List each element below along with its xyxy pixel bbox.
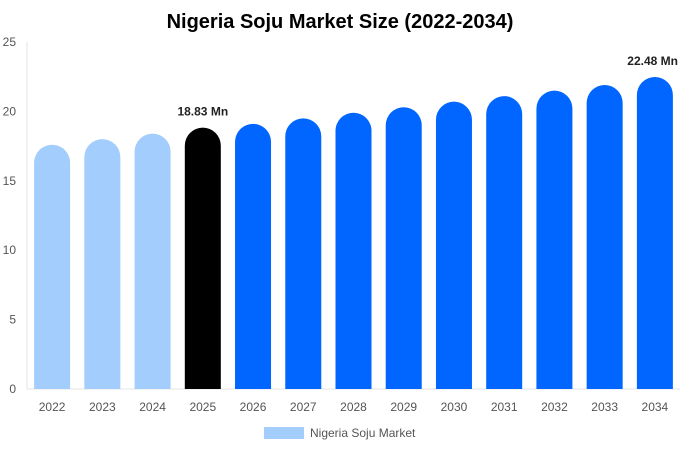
- x-tick-label: 2032: [541, 400, 568, 414]
- bar-2034[interactable]: [636, 76, 673, 390]
- bar-2023[interactable]: [84, 139, 121, 389]
- bar-2022[interactable]: [34, 144, 71, 389]
- y-tick-label: 15: [3, 174, 17, 188]
- x-tick-label: 2025: [189, 400, 216, 414]
- bar-2027[interactable]: [285, 118, 322, 389]
- x-tick-label: 2022: [39, 400, 66, 414]
- x-tick-label: 2030: [441, 400, 468, 414]
- data-label: 18.83 Mn: [177, 105, 228, 119]
- legend-label: Nigeria Soju Market: [310, 426, 416, 440]
- bar-2029[interactable]: [385, 107, 422, 389]
- bar-2030[interactable]: [435, 101, 472, 389]
- y-tick-label: 10: [3, 243, 17, 257]
- x-tick-label: 2026: [240, 400, 267, 414]
- data-labels: 18.83 Mn 22.48 Mn: [177, 54, 678, 119]
- chart-title: Nigeria Soju Market Size (2022-2034): [167, 11, 514, 33]
- bar-2033[interactable]: [586, 85, 623, 389]
- x-tick-label: 2031: [491, 400, 518, 414]
- y-tick-label: 0: [9, 382, 16, 396]
- legend-swatch: [264, 427, 304, 439]
- bar-2032[interactable]: [536, 90, 573, 389]
- bar-2026[interactable]: [235, 123, 272, 389]
- x-tick-label: 2023: [89, 400, 116, 414]
- x-tick-label: 2029: [390, 400, 417, 414]
- x-tick-label: 2027: [290, 400, 317, 414]
- bar-2025[interactable]: [184, 127, 221, 390]
- x-axis: 2022 2023 2024 2025 2026 2027 2028 2029 2030 2031…: [39, 400, 669, 414]
- y-tick-label: 25: [3, 35, 17, 49]
- x-tick-label: 2024: [139, 400, 166, 414]
- x-tick-label: 2028: [340, 400, 367, 414]
- bar-2024[interactable]: [134, 133, 171, 389]
- bars: [34, 76, 673, 390]
- data-label: 22.48 Mn: [627, 54, 678, 68]
- x-tick-label: 2033: [591, 400, 618, 414]
- x-tick-label: 2034: [642, 400, 669, 414]
- bar-2031[interactable]: [486, 96, 523, 389]
- y-tick-label: 20: [3, 104, 17, 118]
- y-tick-label: 5: [9, 313, 16, 327]
- bar-2028[interactable]: [335, 112, 372, 389]
- legend[interactable]: Nigeria Soju Market: [264, 426, 416, 440]
